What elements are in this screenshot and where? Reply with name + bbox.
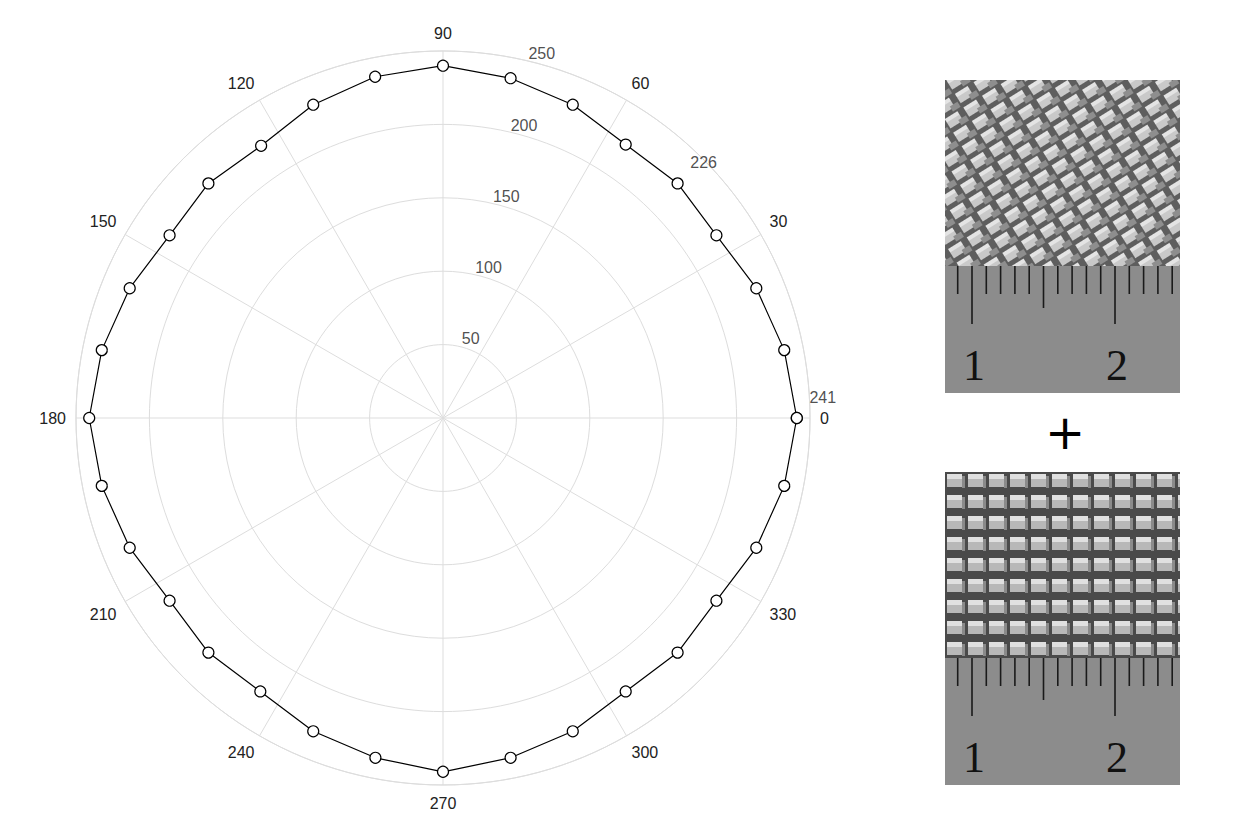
svg-text:1: 1 xyxy=(963,341,985,390)
svg-text:50: 50 xyxy=(462,330,480,347)
svg-text:120: 120 xyxy=(228,75,255,92)
svg-text:2: 2 xyxy=(1106,341,1128,390)
svg-text:200: 200 xyxy=(511,117,538,134)
svg-text:90: 90 xyxy=(434,25,452,42)
svg-text:226: 226 xyxy=(690,154,717,171)
svg-text:241: 241 xyxy=(809,389,836,406)
svg-text:60: 60 xyxy=(632,75,650,92)
svg-text:250: 250 xyxy=(528,45,555,62)
svg-text:1: 1 xyxy=(963,733,985,782)
svg-text:240: 240 xyxy=(228,744,255,761)
svg-text:2: 2 xyxy=(1106,733,1128,782)
svg-text:300: 300 xyxy=(632,744,659,761)
svg-text:150: 150 xyxy=(493,188,520,205)
svg-text:210: 210 xyxy=(90,606,117,623)
svg-text:270: 270 xyxy=(430,795,457,812)
svg-text:180: 180 xyxy=(39,410,66,427)
svg-text:0: 0 xyxy=(820,410,829,427)
svg-text:330: 330 xyxy=(769,606,796,623)
svg-text:30: 30 xyxy=(769,213,787,230)
svg-text:150: 150 xyxy=(90,213,117,230)
svg-text:100: 100 xyxy=(475,259,502,276)
